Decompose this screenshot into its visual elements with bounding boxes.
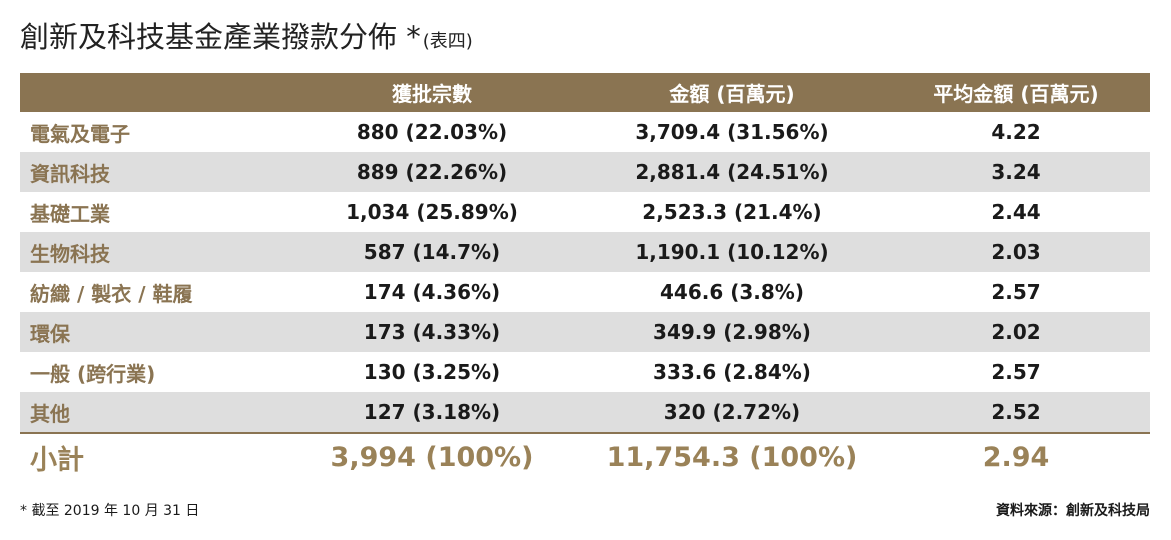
- row-label: 環保: [30, 321, 70, 346]
- cell: 880 (22.03%): [356, 120, 508, 144]
- funding-table: 獲批宗數 金額 (百萬元) 平均金額 (百萬元) 電氣及電子 880 (22.0…: [20, 73, 1150, 480]
- page-title: 創新及科技基金產業撥款分佈 * (表四): [20, 14, 473, 56]
- cell: 2,881.4 (24.51%): [635, 160, 829, 184]
- total-cell: 2.94: [982, 441, 1050, 473]
- header-cell: 獲批宗數: [392, 82, 472, 106]
- cell: 127 (3.18%): [363, 400, 501, 424]
- cell: 2.44: [991, 200, 1041, 224]
- total-row: 小計 3,994 (100%) 11,754.3 (100%) 2.94: [20, 432, 1150, 480]
- table-row: 一般 (跨行業) 130 (3.25%) 333.6 (2.84%) 2.57: [20, 352, 1150, 392]
- row-label: 其他: [30, 401, 70, 426]
- cell: 4.22: [991, 120, 1041, 144]
- cell: 174 (4.36%): [363, 280, 501, 304]
- table-header: 獲批宗數 金額 (百萬元) 平均金額 (百萬元): [20, 73, 1150, 112]
- cell: 587 (14.7%): [363, 240, 501, 264]
- footnote: * 截至 2019 年 10 月 31 日: [20, 503, 200, 519]
- row-label: 一般 (跨行業): [30, 361, 156, 386]
- cell: 320 (2.72%): [663, 400, 801, 424]
- header-cell: 平均金額 (百萬元): [933, 82, 1099, 106]
- table-row: 環保 173 (4.33%) 349.9 (2.98%) 2.02: [20, 312, 1150, 352]
- cell: 3,709.4 (31.56%): [635, 120, 829, 144]
- table-row: 生物科技 587 (14.7%) 1,190.1 (10.12%) 2.03: [20, 232, 1150, 272]
- table-row: 基礎工業 1,034 (25.89%) 2,523.3 (21.4%) 2.44: [20, 192, 1150, 232]
- cell: 1,034 (25.89%): [346, 200, 518, 224]
- cell: 2.52: [991, 400, 1041, 424]
- total-label: 小計: [30, 444, 84, 476]
- table-row: 資訊科技 889 (22.26%) 2,881.4 (24.51%) 3.24: [20, 152, 1150, 192]
- total-cell: 11,754.3 (100%): [606, 441, 858, 473]
- cell: 2.57: [991, 360, 1041, 384]
- cell: 2.57: [991, 280, 1041, 304]
- cell: 173 (4.33%): [363, 320, 501, 344]
- table-row: 紡織 / 製衣 / 鞋履 174 (4.36%) 446.6 (3.8%) 2.…: [20, 272, 1150, 312]
- table-row: 電氣及電子 880 (22.03%) 3,709.4 (31.56%) 4.22: [20, 112, 1150, 152]
- cell: 446.6 (3.8%): [660, 280, 804, 304]
- row-label: 資訊科技: [30, 161, 110, 186]
- row-label: 電氣及電子: [30, 121, 130, 146]
- cell: 2.02: [991, 320, 1041, 344]
- cell: 2,523.3 (21.4%): [642, 200, 822, 224]
- row-label: 基礎工業: [30, 201, 110, 226]
- cell: 2.03: [991, 240, 1041, 264]
- row-label: 紡織 / 製衣 / 鞋履: [30, 281, 193, 306]
- source-note: 資料來源：創新及科技局: [996, 503, 1150, 519]
- cell: 3.24: [991, 160, 1041, 184]
- cell: 889 (22.26%): [356, 160, 508, 184]
- table-row: 其他 127 (3.18%) 320 (2.72%) 2.52: [20, 392, 1150, 432]
- row-label: 生物科技: [30, 241, 110, 266]
- title-main: 創新及科技基金產業撥款分佈 *: [20, 20, 421, 54]
- total-cell: 3,994 (100%): [330, 441, 534, 473]
- header-cell: 金額 (百萬元): [669, 82, 795, 106]
- title-sub: (表四): [422, 31, 473, 52]
- cell: 349.9 (2.98%): [653, 320, 811, 344]
- cell: 130 (3.25%): [363, 360, 501, 384]
- cell: 333.6 (2.84%): [653, 360, 811, 384]
- cell: 1,190.1 (10.12%): [635, 240, 829, 264]
